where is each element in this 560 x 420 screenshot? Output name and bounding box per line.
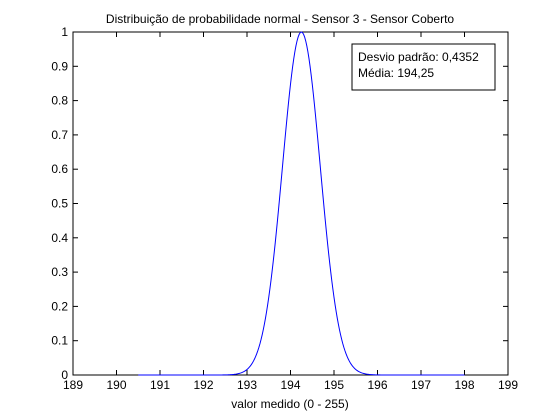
x-tick-label: 199 xyxy=(498,378,518,392)
stats-box xyxy=(351,43,496,91)
x-tick-label: 193 xyxy=(237,378,257,392)
x-tick-label: 197 xyxy=(411,378,431,392)
y-tick-label: 0.2 xyxy=(51,299,68,313)
x-tick-label: 196 xyxy=(367,378,387,392)
stats-mean: Média: 194,25 xyxy=(358,66,434,80)
y-tick-label: 0 xyxy=(61,368,68,382)
y-tick-label: 0.8 xyxy=(51,94,68,108)
x-tick-label: 194 xyxy=(280,378,300,392)
x-tick-label: 195 xyxy=(324,378,344,392)
y-tick-label: 1 xyxy=(61,25,68,39)
y-tick-label: 0.3 xyxy=(51,265,68,279)
y-tick-label: 0.7 xyxy=(51,128,68,142)
x-tick-label: 198 xyxy=(454,378,474,392)
x-axis-ticks: 189 190 191 192 193 194 195 196 197 198 199 xyxy=(63,32,518,392)
y-tick-label: 0.9 xyxy=(51,59,68,73)
x-axis-label: valor medido (0 - 255) xyxy=(231,397,348,411)
y-tick-label: 0.4 xyxy=(51,231,68,245)
x-tick-label: 190 xyxy=(106,378,126,392)
normal-distribution-curve xyxy=(138,31,465,376)
y-axis-ticks: 0 0.1 0.2 0.3 0.4 0.5 0.6 0.7 0.8 0.9 1 xyxy=(51,25,508,382)
chart-title: Distribuição de probabilidade normal - S… xyxy=(106,12,455,26)
y-tick-label: 0.5 xyxy=(51,197,68,211)
stats-std-dev: Desvio padrão: 0,4352 xyxy=(358,50,479,64)
y-tick-label: 0.1 xyxy=(51,334,68,348)
x-tick-label: 189 xyxy=(63,378,83,392)
y-tick-label: 0.6 xyxy=(51,162,68,176)
x-tick-label: 192 xyxy=(193,378,213,392)
x-tick-label: 191 xyxy=(150,378,170,392)
